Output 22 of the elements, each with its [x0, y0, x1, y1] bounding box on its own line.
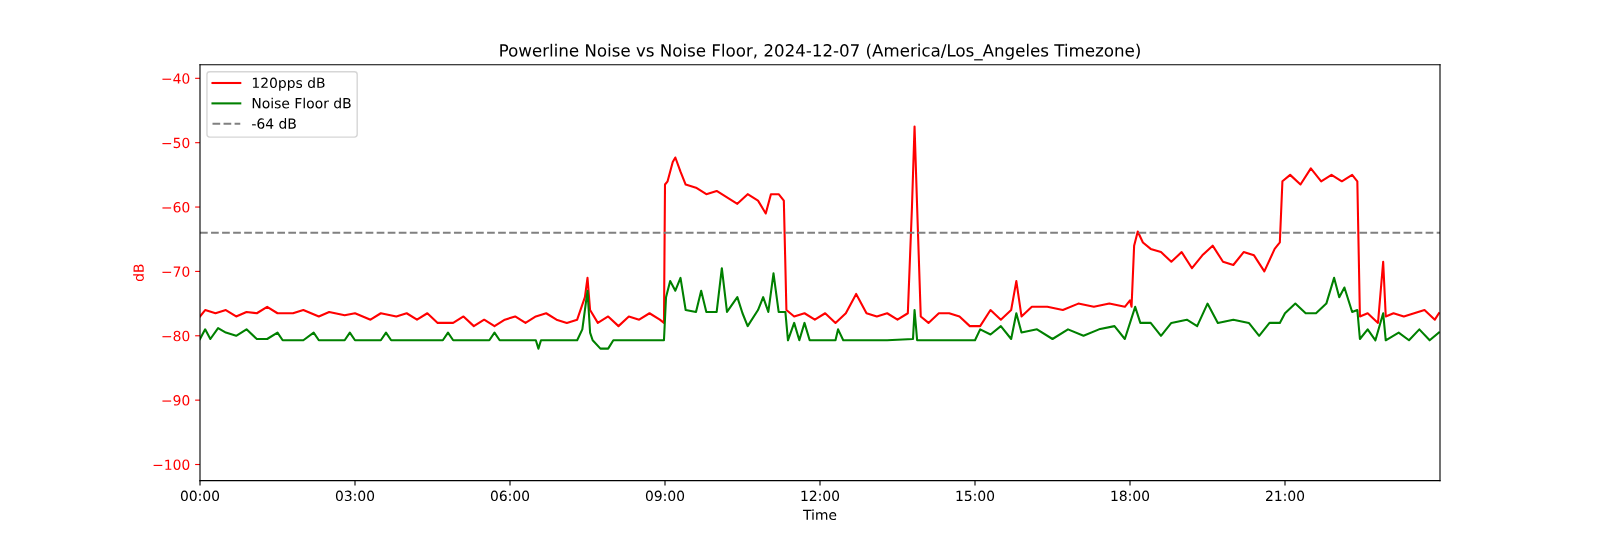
x-tick-label: 03:00 — [335, 490, 375, 502]
y-tick-label: −60 — [162, 202, 190, 213]
x-tick-label: 18:00 — [1111, 490, 1150, 502]
y-axis-title: dB — [133, 264, 144, 282]
x-tick-label: 12:00 — [801, 490, 840, 502]
x-tick-label: 15:00 — [956, 490, 995, 502]
x-axis-title: Time — [802, 509, 837, 521]
x-tick-label: 06:00 — [490, 490, 530, 502]
y-tick-label: −40 — [162, 73, 190, 84]
y-tick-label: −50 — [162, 137, 190, 149]
line-series — [200, 267, 1440, 350]
legend-label: -64 dB — [252, 118, 296, 129]
y-tick-label: −80 — [162, 330, 190, 342]
chart-title: Powerline Noise vs Noise Floor, 2024-12-07 (America/Los_Angeles Timezone) — [500, 43, 1140, 61]
x-tick-label: 21:00 — [1266, 490, 1305, 502]
y-tick-label: −100 — [153, 459, 190, 470]
legend-label: 120pps dB — [252, 77, 325, 91]
x-tick-label: 09:00 — [645, 490, 685, 502]
y-tick-label: −70 — [162, 266, 190, 277]
y-tick-label: −90 — [162, 395, 190, 406]
x-tick-label: 00:00 — [180, 490, 220, 502]
legend-label: Noise Floor dB — [252, 97, 351, 109]
